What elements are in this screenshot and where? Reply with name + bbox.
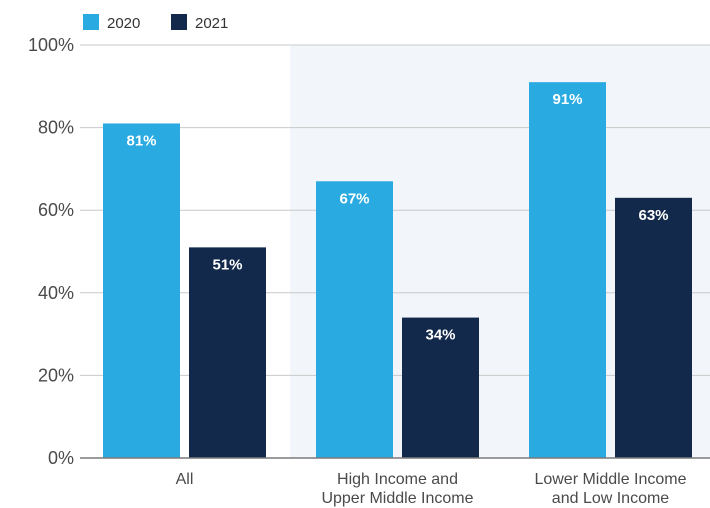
category-label-line: All	[176, 471, 194, 488]
data-label-2020-1: 67%	[339, 190, 369, 207]
data-label-2021-0: 51%	[212, 256, 242, 273]
category-label-0: All	[176, 471, 194, 488]
legend-label-2021: 2021	[195, 15, 228, 32]
y-tick-label-0: 0%	[48, 448, 74, 468]
data-label-2020-2: 91%	[552, 91, 582, 108]
legend: 2020 2021	[83, 14, 228, 32]
y-tick-label-20: 20%	[38, 365, 74, 385]
x-axis: All High Income and Upper Middle Income Low…	[80, 457, 710, 507]
y-tick-label-60: 60%	[38, 200, 74, 220]
bar-2020-0	[103, 123, 180, 458]
data-label-2021-2: 63%	[638, 207, 668, 224]
category-label-2: Lower Middle Income and Low Income	[534, 471, 686, 507]
legend-swatch-2021	[171, 14, 187, 30]
bar-2021-1	[402, 317, 479, 458]
category-label-1: High Income and Upper Middle Income	[321, 471, 473, 507]
category-label-line: Upper Middle Income	[321, 490, 473, 507]
legend-label-2020: 2020	[107, 15, 140, 32]
legend-swatch-2020	[83, 14, 99, 30]
category-label-line: and Low Income	[552, 490, 670, 507]
data-label-2021-1: 34%	[425, 327, 455, 344]
bar-2021-2	[615, 197, 692, 458]
y-axis-tick-labels: 0% 20% 40% 60% 80% 100%	[28, 35, 74, 468]
bar-2020-2	[529, 82, 606, 459]
data-labels: 81% 67% 91% 51% 34% 63%	[126, 91, 668, 343]
category-label-line: Lower Middle Income	[534, 471, 686, 488]
y-tick-label-80: 80%	[38, 118, 74, 138]
category-label-line: High Income and	[337, 471, 458, 488]
bar-2021-0	[189, 247, 266, 458]
data-label-2020-0: 81%	[126, 132, 156, 149]
y-tick-label-100: 100%	[28, 35, 74, 55]
bar-2020-1	[316, 181, 393, 459]
bars	[103, 82, 692, 459]
y-tick-label-40: 40%	[38, 283, 74, 303]
